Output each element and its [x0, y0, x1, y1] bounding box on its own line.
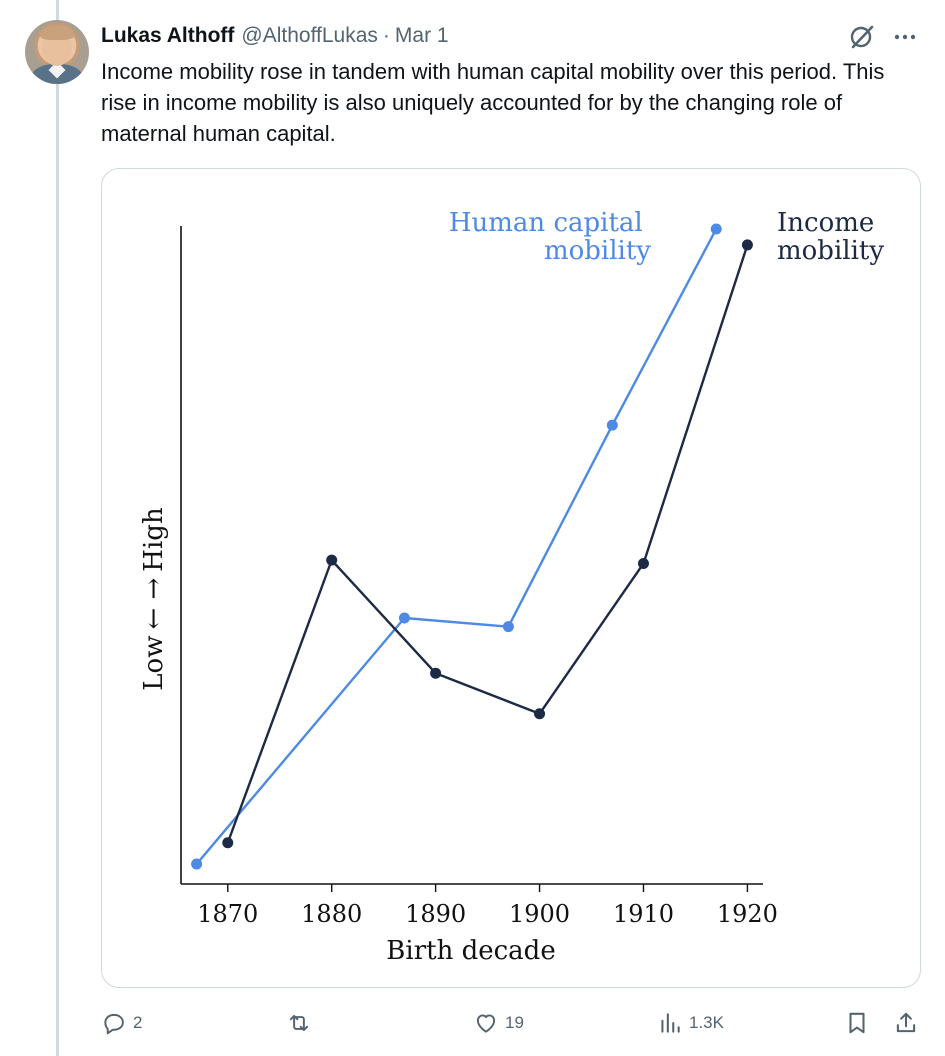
income-point	[637, 557, 649, 569]
action-bar: 2 19 1.3K	[101, 1006, 921, 1040]
legend-income-line1: Income	[777, 208, 874, 238]
tweet-header: Lukas Althoff @AlthoffLukas · Mar 1	[101, 22, 449, 50]
x-tick-label: 1890	[405, 900, 466, 928]
avatar[interactable]	[25, 20, 89, 84]
chart-image[interactable]: 1870 1880 1890 1900 1910 1920 Birth decade Lo…	[101, 168, 921, 988]
bookmark-button[interactable]	[844, 1006, 870, 1040]
like-button[interactable]: 19	[473, 1006, 524, 1040]
income-point	[326, 554, 338, 566]
legend-income: Income mobility	[777, 208, 884, 266]
income-point	[741, 239, 753, 251]
legend-human-capital-line2: mobility	[544, 236, 651, 266]
legend-income-line2: mobility	[777, 236, 884, 266]
reply-icon	[104, 1013, 124, 1035]
separator-dot: ·	[382, 24, 390, 47]
income-point	[534, 708, 546, 720]
views-icon	[661, 1013, 680, 1033]
grok-icon[interactable]	[847, 22, 877, 52]
retweet-icon	[289, 1014, 309, 1032]
reply-count: 2	[133, 1013, 143, 1032]
y-axis-low-label: Low	[139, 636, 169, 691]
legend-human-capital: Human capital mobility	[449, 208, 651, 266]
human-capital-point	[710, 223, 722, 235]
thread-line	[56, 0, 59, 1056]
x-tick-label: 1870	[197, 900, 258, 928]
author-handle[interactable]: @AlthoffLukas	[241, 24, 378, 47]
x-axis-title: Birth decade	[386, 936, 555, 966]
y-axis-title: Low ← → High	[139, 507, 169, 691]
share-icon	[896, 1012, 916, 1033]
legend-human-capital-line1: Human capital	[449, 208, 643, 238]
income-point	[222, 837, 234, 849]
retweet-button[interactable]	[286, 1006, 318, 1040]
like-count: 19	[505, 1013, 524, 1032]
heart-icon	[476, 1014, 496, 1033]
y-axis-arrows: ← →	[139, 578, 169, 630]
tweet-date[interactable]: Mar 1	[394, 24, 449, 47]
y-axis-high-label: High	[139, 507, 169, 572]
x-tick-label: 1900	[509, 900, 570, 928]
reply-button[interactable]: 2	[101, 1006, 142, 1040]
x-tick-label: 1910	[613, 900, 674, 928]
view-count: 1.3K	[689, 1013, 724, 1032]
more-icon[interactable]	[892, 26, 920, 48]
tweet-text: Income mobility rose in tandem with huma…	[101, 59, 885, 146]
bookmark-icon	[849, 1012, 865, 1034]
line-chart: 1870 1880 1890 1900 1910 1920 Birth decade Lo…	[139, 208, 884, 966]
income-point	[430, 667, 442, 679]
human-capital-point	[398, 612, 410, 624]
views-button[interactable]: 1.3K	[657, 1006, 724, 1040]
author-name[interactable]: Lukas Althoff	[101, 24, 235, 47]
human-capital-point	[191, 858, 203, 870]
human-capital-mobility-line	[195, 228, 718, 865]
human-capital-point	[606, 419, 618, 431]
x-tick-label: 1880	[301, 900, 362, 928]
share-button[interactable]	[893, 1006, 919, 1040]
human-capital-point	[502, 621, 514, 633]
x-tick-label: 1920	[717, 900, 778, 928]
income-mobility-line	[226, 244, 749, 844]
